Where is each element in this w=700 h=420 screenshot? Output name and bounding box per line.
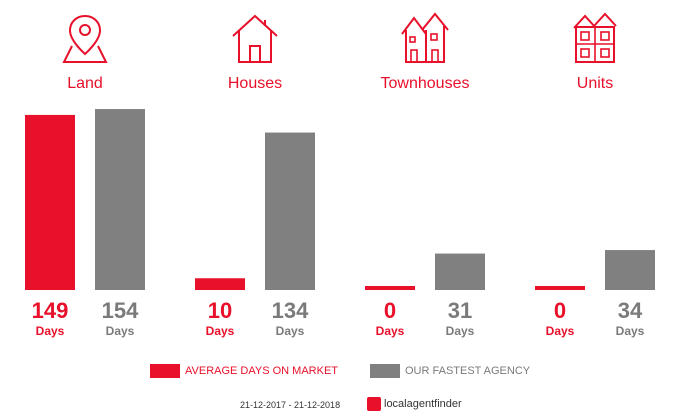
house-icon — [232, 14, 278, 63]
value-label: 134 — [272, 298, 309, 323]
value-label: 31 — [448, 298, 472, 323]
category-houses: Houses — [170, 0, 340, 100]
brand-mark-icon — [367, 397, 381, 411]
unit-label: Days — [446, 324, 475, 338]
legend-swatch-agency — [370, 364, 400, 378]
category-townhouses: Townhouses — [340, 0, 510, 100]
bar-land-average — [25, 114, 75, 290]
unit-label: Days — [616, 324, 645, 338]
units-icon — [573, 12, 617, 63]
date-range: 21-12-2017 - 21-12-2018 — [240, 400, 341, 410]
legend-swatch-average — [150, 364, 180, 378]
unit-label: Days — [206, 324, 235, 338]
legend-label-average: AVERAGE DAYS ON MARKET — [185, 365, 339, 377]
unit-label: Days — [36, 324, 65, 338]
bar-townhouses-agency — [435, 253, 485, 290]
value-label: 0 — [554, 298, 566, 323]
bar-units-agency — [605, 250, 655, 290]
category-label: Land — [67, 75, 103, 92]
value-label: 0 — [384, 298, 396, 323]
value-label: 10 — [208, 298, 232, 323]
brand-name: localagentfinder — [384, 398, 462, 410]
bar-land-agency — [95, 109, 145, 290]
value-label: 149 — [32, 298, 69, 323]
unit-label: Days — [546, 324, 575, 338]
unit-label: Days — [276, 324, 305, 338]
unit-label: Days — [376, 324, 405, 338]
category-label: Townhouses — [380, 75, 470, 92]
value-label: 154 — [102, 298, 139, 323]
townhouses-icon — [401, 12, 449, 63]
bar-houses-average — [195, 278, 245, 290]
unit-label: Days — [106, 324, 135, 338]
bar-townhouses-average — [365, 286, 415, 290]
category-label: Units — [576, 75, 614, 92]
days-on-market-chart: 149Days154Days10Days134Days0Days31Days0D… — [25, 109, 655, 338]
category-land: Land — [0, 0, 170, 100]
legend-label-agency: OUR FASTEST AGENCY — [405, 365, 531, 377]
bar-houses-agency — [265, 132, 315, 290]
category-units: Units — [510, 0, 680, 100]
category-label: Houses — [227, 75, 283, 92]
bar-units-average — [535, 286, 585, 290]
value-label: 34 — [618, 298, 643, 323]
map-pin-icon — [62, 14, 108, 63]
